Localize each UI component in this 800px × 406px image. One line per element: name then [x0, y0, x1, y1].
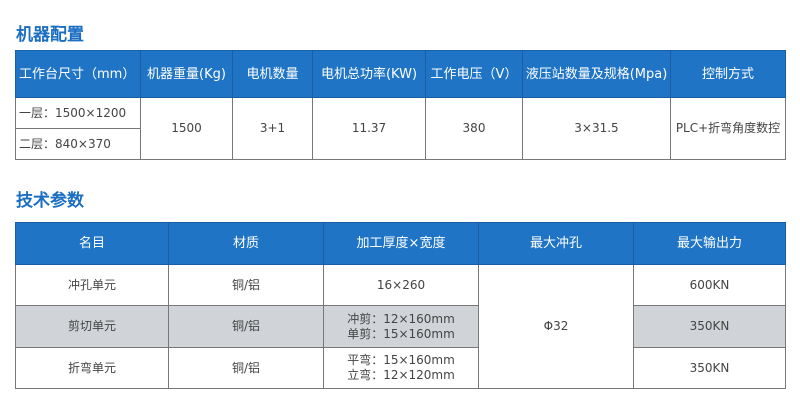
size-line: 平弯：15×160mm — [347, 353, 455, 367]
header-cell: 电机数量 — [232, 50, 313, 98]
section-title-tech-params: 技术参数 — [16, 191, 84, 211]
size-cell: 16×260 — [323, 264, 479, 306]
force-cell: 600KN — [633, 264, 786, 306]
table-size-cell: 二层：840×370 — [15, 128, 141, 160]
table-row: 冲孔单元 铜/铝 16×260 Φ32 600KN — [15, 264, 786, 389]
material-cell: 铜/铝 — [168, 305, 324, 348]
table-row: 折弯单元 铜/铝 平弯：15×160mm 立弯：12×120mm 350KN — [15, 347, 786, 389]
force-cell: 350KN — [633, 347, 786, 389]
header-cell: 加工厚度×宽度 — [323, 222, 479, 265]
name-cell: 剪切单元 — [15, 305, 169, 348]
machine-config-table: 工作台尺寸（mm） 机器重量(Kg) 电机数量 电机总功率(KW) 工作电压（V… — [15, 50, 786, 160]
header-cell: 最大输出力 — [633, 222, 786, 265]
hydraulic-cell: 3×31.5 — [522, 97, 671, 160]
max-punch-cell: Φ32 — [478, 264, 634, 389]
force-cell: 350KN — [633, 305, 786, 348]
name-cell: 折弯单元 — [15, 347, 169, 389]
weight-cell: 1500 — [140, 97, 233, 160]
header-cell: 液压站数量及规格(Mpa) — [522, 50, 671, 98]
size-line: 立弯：12×120mm — [347, 368, 455, 382]
header-cell: 材质 — [168, 222, 324, 265]
name-cell: 冲孔单元 — [15, 264, 169, 306]
header-cell: 工作电压（V） — [425, 50, 523, 98]
header-cell: 名目 — [15, 222, 169, 265]
section-title-machine-config: 机器配置 — [16, 25, 84, 45]
voltage-cell: 380 — [425, 97, 523, 160]
control-cell: PLC+折弯角度数控 — [670, 97, 786, 160]
material-cell: 铜/铝 — [168, 264, 324, 306]
size-line: 单剪：15×160mm — [347, 326, 455, 341]
header-cell: 电机总功率(KW) — [312, 50, 426, 98]
header-cell: 机器重量(Kg) — [140, 50, 233, 98]
size-line: 冲剪：12×160mm — [347, 311, 455, 326]
material-cell: 铜/铝 — [168, 347, 324, 389]
header-cell: 控制方式 — [670, 50, 786, 98]
motors-cell: 3+1 — [232, 97, 313, 160]
tech-params-table: 名目 材质 加工厚度×宽度 最大冲孔 最大输出力 冲孔单元 铜/铝 16×260… — [15, 222, 786, 389]
power-cell: 11.37 — [312, 97, 426, 160]
header-cell: 工作台尺寸（mm） — [15, 50, 141, 98]
size-cell: 冲剪：12×160mm 单剪：15×160mm — [323, 305, 479, 348]
header-cell: 最大冲孔 — [478, 222, 634, 265]
size-cell: 平弯：15×160mm 立弯：12×120mm — [323, 347, 479, 389]
table-row: 剪切单元 铜/铝 冲剪：12×160mm 单剪：15×160mm 350KN — [15, 305, 786, 348]
table-size-cell: 一层：1500×1200 — [15, 97, 141, 129]
